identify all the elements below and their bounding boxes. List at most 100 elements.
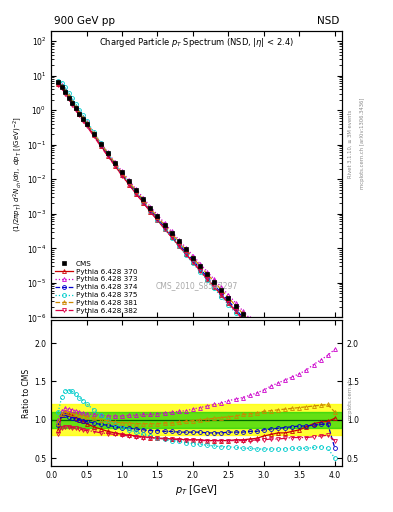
CMS — [70, 100, 75, 106]
Pythia 6.428 375 — [297, 382, 302, 389]
Pythia 6.428 373 — [304, 376, 309, 382]
Pythia 6.428 370 — [148, 208, 153, 215]
Pythia 6.428 373 — [233, 300, 238, 306]
Pythia 6.428 382 — [318, 402, 323, 409]
Pythia 6.428 374 — [261, 337, 266, 344]
Pythia 6.428 373 — [81, 114, 85, 120]
Pythia 6.428 374 — [169, 232, 174, 239]
Pythia 6.428 374 — [212, 282, 217, 288]
CMS — [212, 279, 217, 285]
Pythia 6.428 381 — [56, 80, 61, 86]
Pythia 6.428 382 — [112, 163, 117, 169]
Pythia 6.428 381 — [205, 271, 209, 277]
CMS — [105, 150, 110, 156]
Pythia 6.428 375 — [247, 327, 252, 333]
Pythia 6.428 374 — [290, 369, 295, 375]
Pythia 6.428 375 — [59, 80, 64, 86]
Pythia 6.428 382 — [105, 153, 110, 159]
Pythia 6.428 374 — [155, 215, 160, 221]
CMS — [73, 105, 78, 112]
Text: Charged Particle $p_T$ Spectrum (NSD, |$\eta$| < 2.4): Charged Particle $p_T$ Spectrum (NSD, |$… — [99, 36, 294, 50]
Pythia 6.428 381 — [141, 197, 146, 203]
Pythia 6.428 373 — [66, 93, 71, 99]
Pythia 6.428 382 — [169, 234, 174, 240]
Pythia 6.428 382 — [233, 308, 238, 314]
Pythia 6.428 370 — [318, 399, 323, 406]
Pythia 6.428 370 — [269, 347, 274, 353]
Pythia 6.428 374 — [233, 306, 238, 312]
Pythia 6.428 374 — [66, 94, 71, 100]
Pythia 6.428 373 — [77, 109, 82, 115]
Pythia 6.428 370 — [226, 300, 231, 306]
Pythia 6.428 374 — [56, 80, 61, 87]
Pythia 6.428 382 — [81, 118, 85, 124]
Pythia 6.428 374 — [127, 180, 132, 186]
Text: 900 GeV pp: 900 GeV pp — [54, 16, 115, 27]
Pythia 6.428 375 — [66, 90, 71, 96]
Pythia 6.428 373 — [283, 353, 288, 359]
Pythia 6.428 382 — [127, 182, 132, 188]
Pythia 6.428 381 — [176, 239, 181, 245]
Pythia 6.428 373 — [105, 150, 110, 156]
Pythia 6.428 375 — [141, 199, 146, 205]
Pythia 6.428 381 — [105, 150, 110, 156]
Pythia 6.428 370 — [141, 200, 146, 206]
Pythia 6.428 381 — [169, 230, 174, 237]
Pythia 6.428 375 — [73, 101, 78, 108]
Pythia 6.428 373 — [212, 276, 217, 283]
Pythia 6.428 381 — [290, 366, 295, 372]
Pythia 6.428 373 — [59, 82, 64, 88]
Pythia 6.428 382 — [226, 300, 231, 306]
Pythia 6.428 374 — [297, 377, 302, 383]
Pythia 6.428 381 — [254, 326, 259, 332]
Pythia 6.428 373 — [184, 245, 188, 251]
Pythia 6.428 381 — [155, 214, 160, 220]
CMS — [127, 178, 132, 184]
Pythia 6.428 373 — [318, 390, 323, 396]
Pythia 6.428 374 — [112, 161, 117, 167]
Pythia 6.428 370 — [290, 370, 295, 376]
Pythia 6.428 374 — [77, 111, 82, 117]
Pythia 6.428 381 — [198, 263, 202, 269]
Pythia 6.428 374 — [119, 170, 124, 177]
Pythia 6.428 374 — [325, 408, 330, 414]
Pythia 6.428 375 — [176, 243, 181, 249]
Pythia 6.428 370 — [169, 234, 174, 240]
Pythia 6.428 382 — [155, 217, 160, 223]
Pythia 6.428 381 — [233, 303, 238, 309]
Y-axis label: $(1/2\pi p_T)\ d^2N_{ch}/d\eta,\ dp_T\ [(\rm{GeV})^{-2}]$: $(1/2\pi p_T)\ d^2N_{ch}/d\eta,\ dp_T\ [… — [11, 116, 24, 232]
Pythia 6.428 381 — [269, 342, 274, 348]
CMS — [91, 131, 96, 137]
Pythia 6.428 373 — [261, 331, 266, 337]
Pythia 6.428 382 — [84, 123, 89, 129]
Pythia 6.428 374 — [148, 207, 153, 213]
Pythia 6.428 381 — [261, 334, 266, 340]
Pythia 6.428 375 — [332, 425, 337, 431]
Pythia 6.428 373 — [134, 186, 139, 193]
Pythia 6.428 373 — [269, 338, 274, 344]
Pythia 6.428 370 — [261, 339, 266, 345]
CMS — [283, 359, 288, 366]
Pythia 6.428 374 — [105, 151, 110, 157]
Pythia 6.428 375 — [148, 208, 153, 215]
Pythia 6.428 381 — [81, 115, 85, 121]
Pythia 6.428 381 — [127, 179, 132, 185]
Pythia 6.428 374 — [226, 298, 231, 304]
Pythia 6.428 375 — [254, 334, 259, 340]
CMS — [81, 116, 85, 122]
Pythia 6.428 375 — [205, 277, 209, 283]
Pythia 6.428 373 — [162, 220, 167, 226]
Pythia 6.428 375 — [233, 310, 238, 316]
Pythia 6.428 381 — [212, 279, 217, 285]
Pythia 6.428 370 — [219, 292, 224, 298]
Legend: CMS, Pythia 6.428 370, Pythia 6.428 373, Pythia 6.428 374, Pythia 6.428 375, Pyt: CMS, Pythia 6.428 370, Pythia 6.428 373,… — [53, 259, 139, 315]
Pythia 6.428 373 — [290, 361, 295, 367]
Pythia 6.428 374 — [198, 265, 202, 271]
CMS — [84, 120, 89, 126]
Pythia 6.428 381 — [84, 120, 89, 126]
Pythia 6.428 370 — [84, 121, 89, 127]
Pythia 6.428 375 — [162, 226, 167, 232]
CMS — [66, 95, 71, 101]
Pythia 6.428 370 — [325, 407, 330, 413]
Pythia 6.428 373 — [98, 140, 103, 146]
